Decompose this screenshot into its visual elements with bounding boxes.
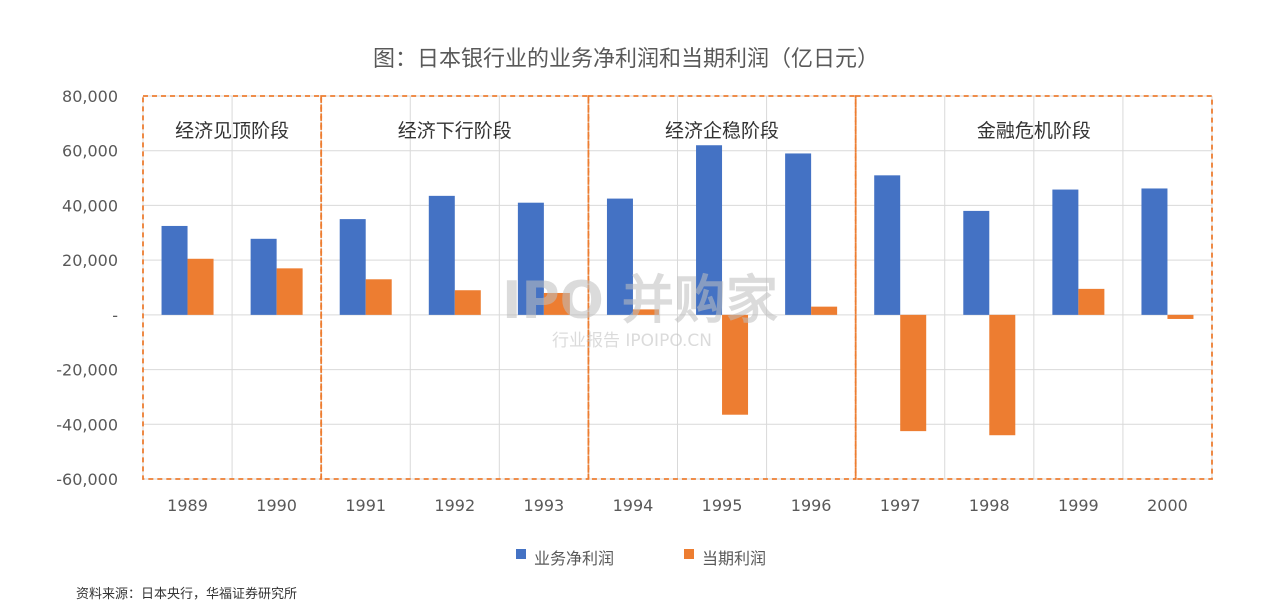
y-tick-label: 60,000 — [62, 142, 118, 161]
y-tick-label: 20,000 — [62, 251, 118, 270]
x-tick-label: 1992 — [434, 496, 475, 515]
x-tick-label: 1999 — [1058, 496, 1099, 515]
legend-label: 当期利润 — [702, 549, 766, 568]
y-tick-label: - — [112, 306, 118, 325]
legend-swatch — [516, 549, 526, 559]
y-tick-label: -60,000 — [56, 470, 118, 489]
y-tick-label: 40,000 — [62, 196, 118, 215]
x-tick-label: 1991 — [345, 496, 386, 515]
bar-net-business-profit-1997 — [874, 175, 901, 315]
bar-current-profit-2000 — [1167, 314, 1194, 319]
bar-net-business-profit-1999 — [1052, 189, 1079, 315]
legend-label: 业务净利润 — [534, 549, 614, 568]
y-tick-label: -20,000 — [56, 361, 118, 380]
bar-current-profit-1997 — [900, 314, 927, 432]
bars-layer — [161, 145, 1194, 436]
bar-net-business-profit-1994 — [606, 198, 633, 315]
x-axis-ticks: 1989 1990 1991 1992 1993 1994 1995 1996 1997 1998… — [167, 496, 1188, 515]
bar-current-profit-1991 — [365, 279, 392, 315]
bar-current-profit-1995 — [722, 314, 749, 415]
watermark: IPO 并购家 行业报告 IPOIPO.CN — [502, 271, 778, 351]
phase-label: 经济见顶阶段 — [175, 120, 289, 142]
watermark-brand: IPO 并购家 — [502, 271, 778, 331]
bar-net-business-profit-1989 — [161, 225, 188, 315]
phase-label: 经济企稳阶段 — [665, 120, 779, 142]
phase-boxes-layer: 经济见顶阶段 经济下行阶段 经济企稳阶段 金融危机阶段 — [142, 95, 1213, 480]
phase-box — [587, 95, 857, 480]
phase-box — [854, 95, 1213, 480]
watermark-subtitle: 行业报告 IPOIPO.CN — [552, 331, 712, 351]
bar-net-business-profit-2000 — [1141, 188, 1168, 315]
x-tick-label: 1998 — [969, 496, 1010, 515]
phase-label: 金融危机阶段 — [977, 120, 1091, 142]
bar-current-profit-1998 — [989, 314, 1016, 436]
bar-net-business-profit-1998 — [963, 210, 990, 315]
bar-current-profit-1990 — [276, 268, 303, 315]
bar-current-profit-1994 — [632, 309, 659, 315]
bar-net-business-profit-1993 — [517, 202, 544, 315]
phase-label: 经济下行阶段 — [398, 120, 512, 142]
bar-current-profit-1989 — [187, 258, 214, 315]
y-tick-label: 80,000 — [62, 87, 118, 106]
bar-net-business-profit-1991 — [339, 219, 366, 315]
bar-net-business-profit-1995 — [696, 145, 723, 315]
bar-net-business-profit-1992 — [428, 195, 455, 315]
x-tick-label: 2000 — [1147, 496, 1188, 515]
x-tick-label: 1997 — [880, 496, 921, 515]
legend: 业务净利润 当期利润 — [516, 549, 766, 568]
phase-box — [320, 95, 590, 480]
bar-current-profit-1999 — [1078, 288, 1105, 315]
x-tick-label: 1990 — [256, 496, 297, 515]
bar-net-business-profit-1996 — [785, 153, 812, 315]
bar-current-profit-1996 — [811, 306, 838, 315]
chart-title: 图：日本银行业的业务净利润和当期利润（亿日元） — [373, 47, 879, 72]
bar-current-profit-1992 — [454, 290, 481, 315]
x-tick-label: 1995 — [702, 496, 743, 515]
x-tick-label: 1989 — [167, 496, 208, 515]
legend-swatch — [684, 549, 694, 559]
bar-current-profit-1993 — [543, 292, 570, 315]
x-tick-label: 1996 — [791, 496, 832, 515]
x-tick-label: 1993 — [524, 496, 565, 515]
source-note: 资料来源：日本央行，华福证券研究所 — [76, 586, 297, 602]
y-axis-ticks: 80,000 60,000 40,000 20,000 - -20,000 -40,000 -… — [56, 87, 118, 489]
y-tick-label: -40,000 — [56, 415, 118, 434]
x-tick-label: 1994 — [613, 496, 654, 515]
bar-net-business-profit-1990 — [250, 238, 277, 315]
